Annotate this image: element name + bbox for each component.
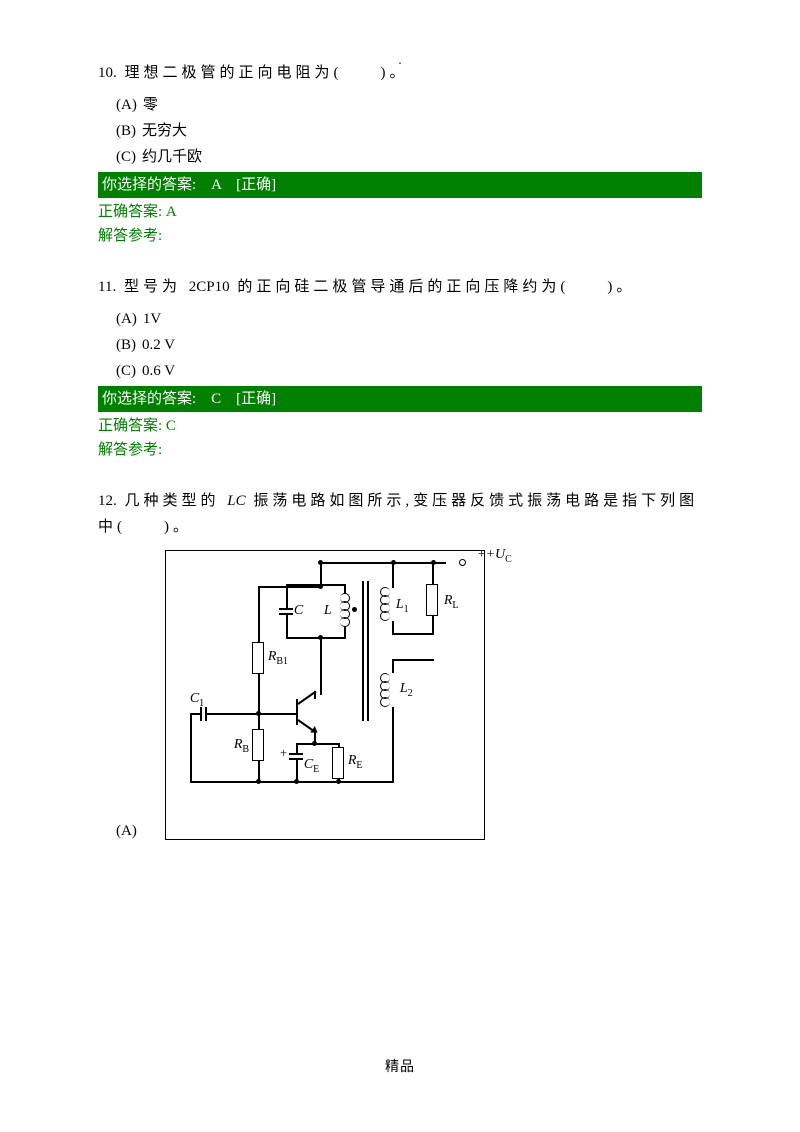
- q11-text: 11. 型号为 2CP10 的正向硅二极管导通后的正向压降约为( )。: [98, 274, 702, 300]
- q11-correct-answer: 正确答案: C: [98, 414, 702, 438]
- q11-chosen-answer: 你选择的答案: C [正确]: [98, 386, 702, 412]
- q12-option-a-row: (A) ++UC C L: [98, 550, 702, 842]
- q11-option-a: (A)1V: [98, 306, 702, 332]
- inductor-l: [340, 593, 352, 625]
- l-label: L: [324, 603, 332, 619]
- rb2-label: RB: [234, 737, 249, 755]
- l2-label: L2: [400, 681, 413, 699]
- q11-option-c: (C)0.6 V: [98, 358, 702, 384]
- rl-label: RL: [444, 593, 459, 611]
- page-footer: 精品: [0, 1056, 800, 1076]
- ucc-terminal: [459, 559, 466, 566]
- q12-text: 12. 几种类型的 LC 振荡电路如图所示,变压器反馈式振荡电路是指下列图中( …: [98, 488, 702, 540]
- resistor-rb1: [252, 642, 264, 674]
- q11-option-b: (B)0.2 V: [98, 332, 702, 358]
- inductor-l1: [380, 587, 392, 619]
- inductor-l2: [380, 673, 392, 705]
- re-label: RE: [348, 753, 363, 771]
- question-11: 11. 型号为 2CP10 的正向硅二极管导通后的正向压降约为( )。 (A)1…: [98, 274, 702, 462]
- circuit-diagram: ++UC C L: [165, 550, 485, 840]
- q10-correct-answer: 正确答案: A: [98, 200, 702, 224]
- q10-option-c: (C)约几千欧: [98, 144, 702, 170]
- resistor-re: [332, 747, 344, 779]
- q10-explain: 解答参考:: [98, 224, 702, 248]
- q12-option-a-label: (A): [98, 820, 137, 842]
- question-10: 10. 理想二极管的正向电阻为( )。 (A)零 (B)无穷大 (C)约几千欧 …: [98, 60, 702, 248]
- ce-label: CE: [304, 757, 319, 775]
- resistor-rl: [426, 584, 438, 616]
- q11-explain: 解答参考:: [98, 438, 702, 462]
- q10-option-a: (A)零: [98, 92, 702, 118]
- l1-label: L1: [396, 597, 409, 615]
- q10-chosen-answer: 你选择的答案: A [正确]: [98, 172, 702, 198]
- page-header-dot: .: [0, 52, 800, 68]
- transformer-core: [362, 581, 364, 721]
- ucc-label: ++UC: [478, 547, 512, 565]
- q10-option-b: (B)无穷大: [98, 118, 702, 144]
- rb1-label: RB1: [268, 649, 288, 667]
- c1-label: C1: [190, 691, 204, 709]
- question-12: 12. 几种类型的 LC 振荡电路如图所示,变压器反馈式振荡电路是指下列图中( …: [98, 488, 702, 842]
- c-label: C: [294, 603, 303, 619]
- resistor-rb2: [252, 729, 264, 761]
